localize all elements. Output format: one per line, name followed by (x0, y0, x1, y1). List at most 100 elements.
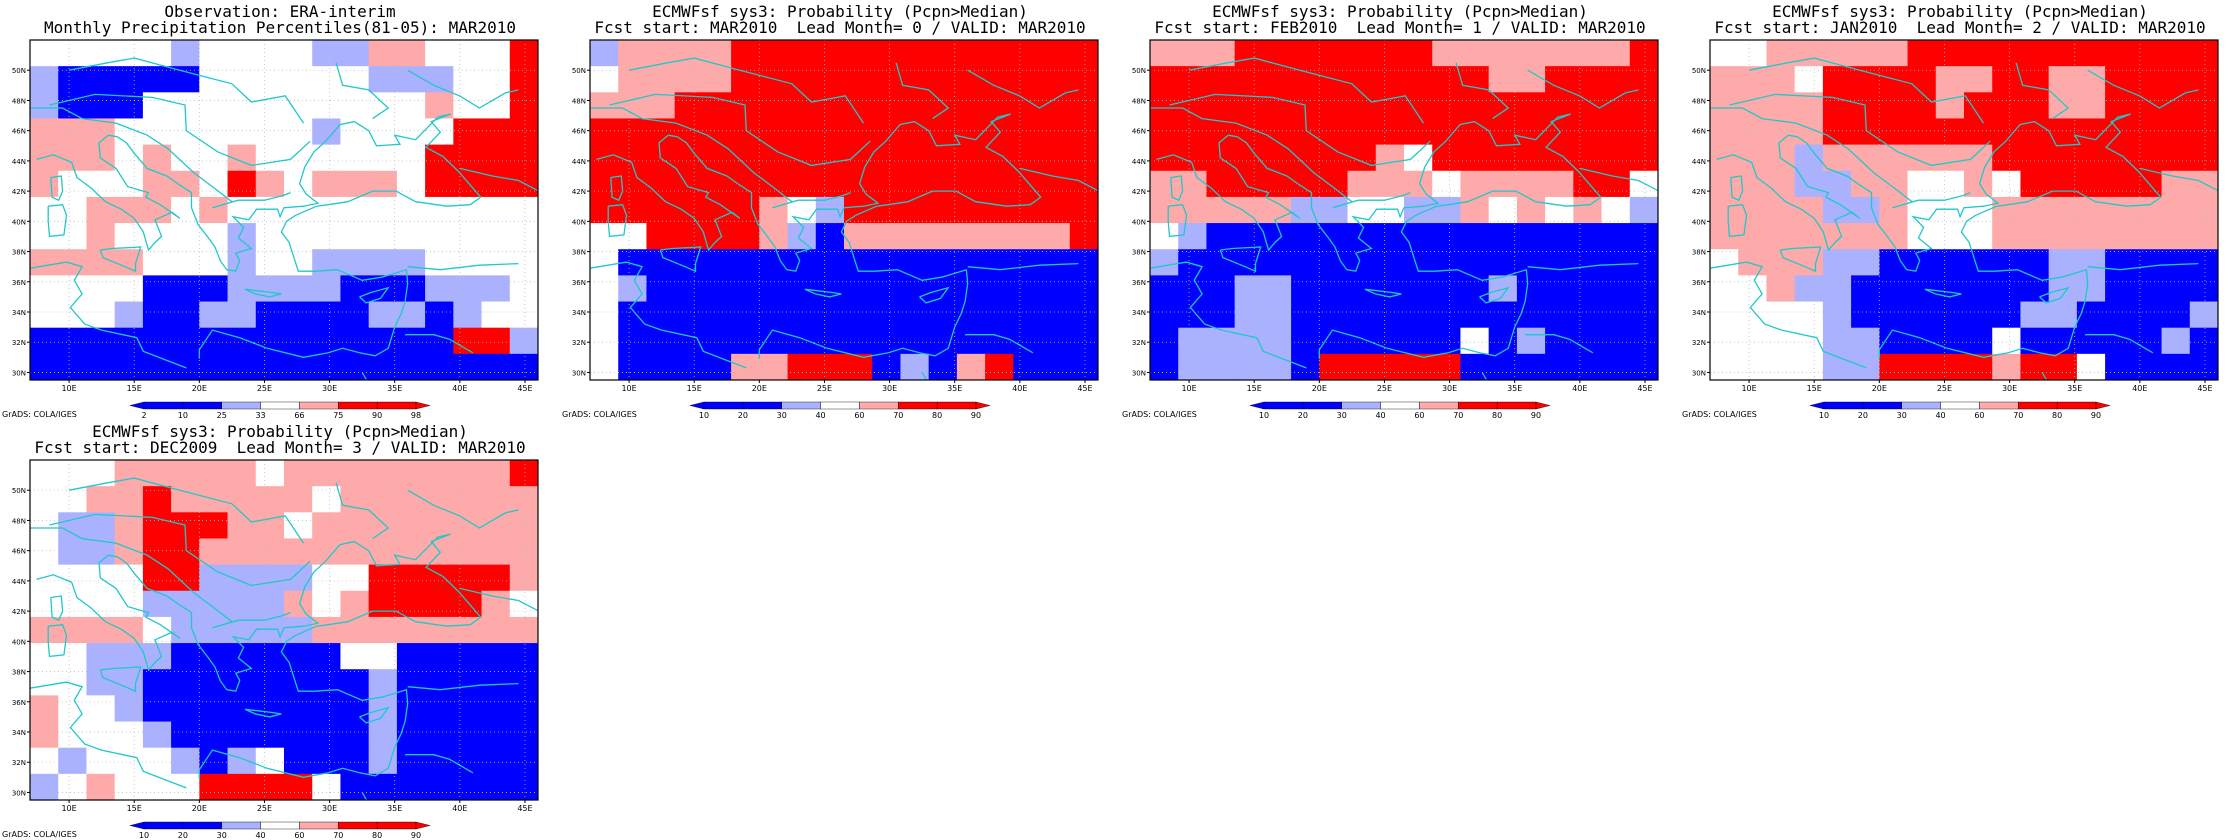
grid-cell (1150, 275, 1179, 302)
lat-tick-label: 34N (12, 309, 26, 317)
grid-cell (1347, 301, 1377, 329)
panel-subtitle: Monthly Precipitation Percentiles(81-05)… (43, 18, 516, 37)
grid-cell (872, 40, 901, 67)
grid-cell (1404, 301, 1433, 329)
grid-cell (956, 118, 986, 146)
colorbar-segment (2056, 401, 2097, 410)
grid-cell (1907, 92, 1937, 119)
grid-cell (142, 538, 172, 566)
grid-cell (284, 460, 313, 487)
grid-cell (1206, 249, 1236, 276)
grid-cell (142, 721, 172, 749)
grid-cell (509, 538, 539, 566)
grid-cell (1041, 353, 1071, 381)
grid-cell (985, 327, 1014, 355)
grid-cell (1738, 275, 1767, 302)
grid-cell (759, 353, 788, 381)
grid-cell (2105, 223, 2134, 250)
grid-cell (1935, 301, 1965, 329)
grid-cell (1041, 249, 1071, 276)
grid-cell (312, 170, 341, 198)
grid-cell (1601, 327, 1631, 355)
grid-cell (58, 616, 87, 644)
grid-cell (872, 223, 901, 250)
map-frame (29, 459, 539, 801)
coastline (1710, 107, 1913, 203)
grid-cell (142, 66, 172, 93)
grid-cell (312, 353, 341, 381)
grid-cell (2133, 118, 2162, 146)
grid-cell (1432, 144, 1461, 172)
grid-cell (396, 695, 426, 722)
coastline (2087, 262, 2199, 271)
grid-cell (481, 92, 511, 119)
lon-tick-label: 45E (1077, 384, 1092, 393)
panel-subtitle: Fcst start: DEC2009 Lead Month= 3 / VALI… (34, 438, 526, 457)
lon-tick-label: 30E (2002, 384, 2017, 393)
grid-cell (674, 353, 704, 381)
grid-cell (509, 747, 539, 775)
grid-cell (787, 40, 817, 67)
lon-tick-label: 30E (1442, 384, 1457, 393)
grid-cell (2076, 223, 2106, 250)
grid-cell (1545, 66, 1574, 93)
grid-cell (255, 223, 285, 250)
grid-cell (340, 196, 370, 224)
grid-cell (481, 721, 511, 749)
grid-cell (1794, 196, 1824, 224)
grid-cell (284, 747, 313, 775)
grid-cell (646, 92, 676, 119)
grid-cell (509, 40, 539, 67)
grid-cell (396, 327, 426, 355)
colorbar-label: 90 (1531, 411, 1541, 420)
grid-cell (1992, 275, 2021, 302)
grid-cell (702, 353, 732, 381)
colorbar-label: 40 (1935, 411, 1945, 420)
grid-cell (590, 196, 619, 224)
colorbar: 10 20 30 40 60 70 80 90 (689, 401, 991, 420)
grid-cell (815, 327, 845, 355)
lat-tick-label: 30N (572, 369, 586, 377)
grid-cell (425, 66, 454, 93)
grid-cell (312, 92, 341, 119)
grid-cell (928, 353, 958, 381)
grid-cell (1488, 353, 1518, 381)
grid-cell (1601, 353, 1631, 381)
coastline (2231, 152, 2240, 216)
grid-cell (1822, 40, 1852, 67)
grid-cell (2048, 170, 2078, 198)
grid-cells (1710, 40, 2219, 381)
grid-cell (481, 66, 511, 93)
grid-cell (284, 40, 313, 67)
grid-cell (1935, 275, 1965, 302)
grid-cell (2133, 249, 2162, 276)
grid-cell (340, 721, 370, 749)
lat-tick-label: 38N (1132, 249, 1146, 257)
grid-cell (1738, 353, 1767, 381)
lat-tick-label: 30N (12, 369, 26, 377)
grid-cell (1879, 92, 1908, 119)
grid-cell (646, 170, 676, 198)
grid-cell (312, 196, 341, 224)
grid-cell (787, 66, 817, 93)
grid-cell (1069, 40, 1099, 67)
grid-cell (646, 353, 676, 381)
grid-cell (58, 460, 87, 487)
grid-cell (1573, 92, 1602, 119)
grid-cell (2076, 196, 2106, 224)
grid-cell (2133, 40, 2162, 67)
grid-cell (86, 695, 116, 722)
coastline (804, 288, 842, 298)
grid-cell (142, 590, 172, 618)
grid-cell (2161, 66, 2191, 93)
grid-cell (928, 301, 958, 329)
grid-cell (815, 170, 845, 198)
panel-subtitle: Fcst start: JAN2010 Lead Month= 2 / VALI… (1714, 18, 2206, 37)
grid-cell (312, 144, 341, 172)
grid-cell (2048, 353, 2078, 381)
grid-cell (1234, 223, 1264, 250)
colorbar-label: 20 (1298, 411, 1308, 420)
grid-cell (58, 773, 87, 801)
grid-cell (425, 327, 454, 355)
grid-cell (1262, 249, 1292, 276)
